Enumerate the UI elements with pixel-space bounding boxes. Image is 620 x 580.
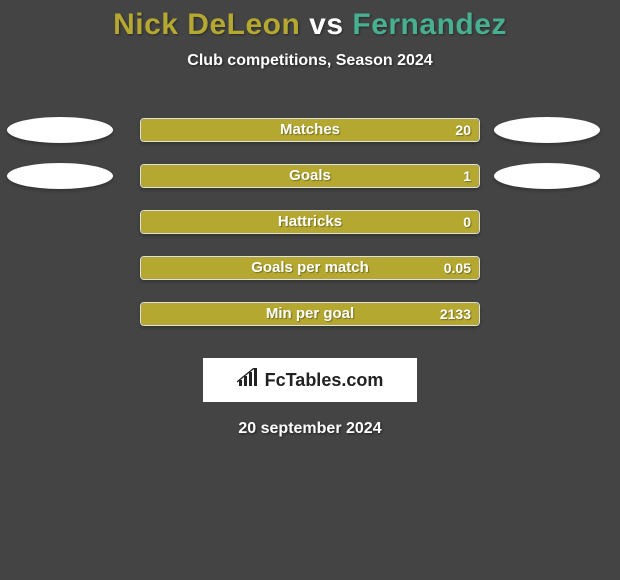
- chart-icon: [237, 368, 259, 393]
- stat-bar: Hattricks0: [140, 210, 480, 234]
- stat-value: 0.05: [444, 257, 471, 279]
- stat-bar-fill: [141, 119, 479, 141]
- stat-bar-fill: [141, 165, 479, 187]
- stat-bar-fill: [141, 303, 479, 325]
- stat-bar-fill: [141, 211, 479, 233]
- stat-row: Goals1: [0, 156, 620, 202]
- stat-bar: Matches20: [140, 118, 480, 142]
- subtitle: Club competitions, Season 2024: [0, 52, 620, 70]
- page-title: Nick DeLeon vs Fernandez: [0, 0, 620, 42]
- stat-value: 1: [463, 165, 471, 187]
- brand-text: FcTables.com: [265, 370, 384, 391]
- player2-name: Fernandez: [352, 8, 507, 41]
- footer-date: 20 september 2024: [0, 420, 620, 438]
- stat-bar-fill: [141, 257, 479, 279]
- stat-bar: Min per goal2133: [140, 302, 480, 326]
- stat-value: 2133: [440, 303, 471, 325]
- stat-value: 0: [463, 211, 471, 233]
- player2-marker: [494, 117, 600, 143]
- stat-bar: Goals1: [140, 164, 480, 188]
- stat-row: Min per goal2133: [0, 294, 620, 340]
- brand-box[interactable]: FcTables.com: [203, 358, 417, 402]
- vs-text: vs: [309, 8, 343, 41]
- player1-marker: [7, 117, 113, 143]
- stat-row: Matches20: [0, 110, 620, 156]
- stat-bar: Goals per match0.05: [140, 256, 480, 280]
- stats-container: Matches20 Goals1 Hattricks0 Goals per match…: [0, 110, 620, 340]
- stat-value: 20: [455, 119, 471, 141]
- player1-name: Nick DeLeon: [113, 8, 300, 41]
- stat-row: Goals per match0.05: [0, 248, 620, 294]
- player1-marker: [7, 163, 113, 189]
- stat-row: Hattricks0: [0, 202, 620, 248]
- player2-marker: [494, 163, 600, 189]
